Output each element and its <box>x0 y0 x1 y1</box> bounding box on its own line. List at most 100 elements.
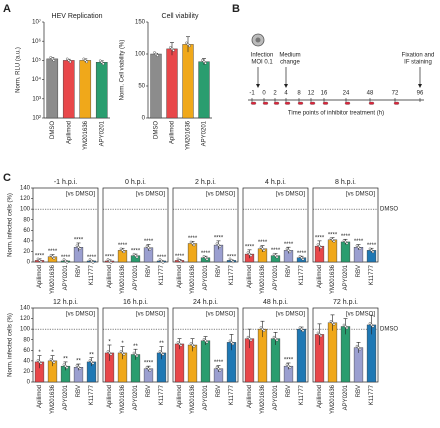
timeline-axis-label: Time points of inhibitor treatment (h) <box>288 111 384 117</box>
bar <box>46 58 59 119</box>
replicate-dot <box>272 335 276 339</box>
replicate-dot <box>371 250 375 254</box>
x-tick-label: K11777 <box>299 384 305 405</box>
replicate-dot <box>109 261 113 264</box>
replicate-dot <box>39 362 43 365</box>
reference-label: DMSO <box>380 207 398 213</box>
replicate-dot <box>49 56 53 59</box>
replicate-dot <box>178 259 181 262</box>
replicate-dot <box>370 323 373 327</box>
y-tick-label: 10⁴ <box>32 76 42 83</box>
replicate-dot <box>65 57 69 61</box>
chart-title: 2 h.p.i. <box>195 179 216 186</box>
y-tick-label: 80 <box>23 337 30 343</box>
replicate-dot <box>228 257 232 261</box>
replicate-dot <box>204 339 207 343</box>
replicate-dot <box>285 363 289 366</box>
replicate-dot <box>345 326 349 330</box>
replicate-dot <box>319 246 323 249</box>
x-tick-label: Apilimod <box>177 385 183 408</box>
replicate-dot <box>122 250 126 254</box>
significance: **** <box>48 249 58 255</box>
x-tick-label: APY0201 <box>343 384 349 410</box>
replicate-dot <box>134 254 137 257</box>
replicate-dot <box>272 252 276 256</box>
y-tick-label: 120 <box>20 196 31 202</box>
y-tick-label: 140 <box>20 306 31 312</box>
drug-icon <box>309 101 316 105</box>
annotation: [vs DMSO] <box>276 192 305 198</box>
bar <box>296 328 307 383</box>
x-tick-label: YM201636 <box>50 264 56 294</box>
x-tick-label: Apilimod <box>107 265 113 288</box>
significance: **** <box>227 254 237 260</box>
replicate-dot <box>248 252 251 256</box>
significance: **** <box>214 235 224 241</box>
x-tick-label: RBV <box>286 265 292 277</box>
annotation: [vs DMSO] <box>346 192 375 198</box>
significance: **** <box>214 360 224 366</box>
x-tick-label: Apilimod <box>177 265 183 288</box>
replicate-dot <box>249 338 253 342</box>
significance: **** <box>258 240 268 246</box>
replicate-dot <box>261 327 264 331</box>
replicate-dot <box>246 335 250 339</box>
significance: * <box>108 340 111 346</box>
significance: **** <box>35 253 45 259</box>
significance: **** <box>144 239 154 245</box>
chart-title: 72 h.p.i. <box>333 299 358 306</box>
timeline-tick-label: 96 <box>417 91 424 97</box>
chart-title: 8 h.p.i. <box>335 179 356 186</box>
drug-icon <box>368 101 375 105</box>
timeline-tick-label: 8 <box>297 91 301 97</box>
replicate-dot <box>51 359 54 363</box>
chart-title: 48 h.p.i. <box>263 299 288 306</box>
y-tick-label: 20 <box>23 249 30 255</box>
significance: * <box>51 350 54 356</box>
drug-icon <box>284 101 291 105</box>
replicate-dot <box>231 342 235 346</box>
x-tick-label: Apilimod <box>107 385 113 408</box>
drug-icon <box>344 101 351 105</box>
replicate-dot <box>67 59 71 62</box>
replicate-dot <box>205 340 209 344</box>
replicate-dot <box>91 362 95 365</box>
x-tick-label: YM201636 <box>330 264 336 294</box>
drug-icon <box>322 101 329 105</box>
x-tick-label: RBV <box>216 265 222 277</box>
annotation: [vs DMSO] <box>66 312 95 318</box>
replicate-dot <box>38 259 41 262</box>
replicate-dot <box>287 249 290 252</box>
replicate-dot <box>368 322 372 325</box>
y-tick-label: 0 <box>27 260 31 266</box>
replicate-dot <box>342 239 346 242</box>
y-tick-label: 10² <box>32 116 41 122</box>
replicate-dot <box>49 253 53 257</box>
x-tick-label: YM201636 <box>190 384 196 414</box>
replicate-dot <box>288 250 292 254</box>
replicate-dot <box>358 347 362 351</box>
replicate-dot <box>275 255 279 259</box>
replicate-dot <box>145 244 149 248</box>
replicate-dot <box>288 366 292 369</box>
replicate-dot <box>160 351 163 355</box>
significance: **** <box>367 243 377 249</box>
replicate-dot <box>179 260 183 264</box>
event-label: IF staining <box>404 60 432 66</box>
replicate-dot <box>68 60 72 64</box>
significance: * <box>121 341 124 347</box>
significance: **** <box>284 242 294 248</box>
x-tick-label: RBV <box>76 385 82 397</box>
bar <box>62 60 75 119</box>
chart-title: 16 h.p.i. <box>123 299 148 306</box>
replicate-dot <box>38 360 41 364</box>
chart-title: 24 h.p.i. <box>193 299 218 306</box>
replicate-dot <box>62 363 66 366</box>
panel-label: A <box>3 3 11 15</box>
event-arrowhead <box>418 84 422 88</box>
replicate-dot <box>77 245 80 249</box>
replicate-dot <box>135 354 139 358</box>
significance: **** <box>175 254 185 260</box>
replicate-dot <box>132 351 136 355</box>
bar <box>79 60 92 119</box>
